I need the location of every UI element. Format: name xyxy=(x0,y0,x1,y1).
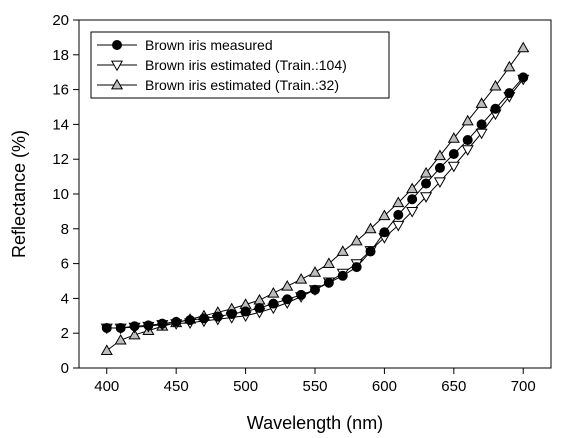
data-point xyxy=(503,60,516,72)
plot-area xyxy=(100,41,530,355)
x-tick-label: 650 xyxy=(441,378,466,395)
legend-marker xyxy=(112,40,122,50)
data-point xyxy=(100,344,113,355)
data-point xyxy=(310,284,320,295)
data-point xyxy=(253,293,266,305)
axes: 400 450 500 550 600 650 700 0 2 4 6 8 10 12 14 16 18 20 xyxy=(52,12,535,395)
data-point xyxy=(421,178,432,189)
data-point xyxy=(128,328,141,340)
data-point xyxy=(267,286,280,298)
data-point xyxy=(226,309,237,320)
data-point xyxy=(323,277,334,288)
data-point xyxy=(461,145,474,156)
data-point xyxy=(129,321,140,332)
data-point xyxy=(461,114,474,126)
y-tick-label: 4 xyxy=(61,290,69,307)
data-point xyxy=(308,266,322,277)
data-point xyxy=(392,220,405,232)
data-point xyxy=(433,149,447,161)
data-point xyxy=(517,41,530,53)
data-point xyxy=(157,318,168,329)
x-tick-label: 500 xyxy=(233,378,258,395)
data-point xyxy=(171,316,182,327)
x-tick-label: 450 xyxy=(164,378,189,395)
data-point xyxy=(295,273,308,284)
data-point xyxy=(392,196,405,208)
legend-marker xyxy=(110,78,124,90)
data-point xyxy=(433,177,447,189)
data-point xyxy=(351,262,362,273)
data-point xyxy=(419,166,433,178)
data-point xyxy=(406,182,419,194)
data-point xyxy=(254,302,265,313)
legend-label: Brown iris measured xyxy=(145,37,273,53)
x-tick-label: 550 xyxy=(302,378,327,395)
data-point xyxy=(240,306,251,317)
data-point xyxy=(419,192,433,203)
y-tick-label: 14 xyxy=(52,116,69,133)
data-point xyxy=(447,161,460,173)
data-point xyxy=(336,245,349,256)
y-tick-label: 18 xyxy=(52,47,69,64)
data-point xyxy=(434,162,445,173)
legend-label: Brown iris estimated (Train.:104) xyxy=(145,57,347,73)
data-point xyxy=(101,322,112,333)
data-point xyxy=(296,289,307,300)
data-point xyxy=(281,280,294,291)
data-point xyxy=(337,270,348,281)
data-point xyxy=(462,135,473,146)
data-point xyxy=(407,194,418,205)
y-tick-label: 10 xyxy=(52,186,69,203)
data-point xyxy=(447,132,460,143)
x-axis-title: Wavelength (nm) xyxy=(247,413,383,433)
x-tick-label: 600 xyxy=(372,378,397,395)
series-group xyxy=(101,72,529,333)
data-point xyxy=(489,79,502,91)
x-tick-label: 400 xyxy=(94,378,119,395)
y-axis-title: Reflectance (%) xyxy=(9,130,29,258)
data-point xyxy=(114,333,127,345)
x-tick-label: 700 xyxy=(511,378,536,395)
data-point xyxy=(518,72,529,83)
data-point xyxy=(212,311,223,322)
y-tick-label: 20 xyxy=(52,12,69,29)
data-point xyxy=(322,257,335,268)
legend: Brown iris measured Brown iris estimated … xyxy=(90,31,390,99)
data-point xyxy=(406,207,419,218)
data-point xyxy=(504,88,515,99)
data-point xyxy=(143,320,154,331)
data-point xyxy=(185,315,196,326)
data-point xyxy=(268,298,279,309)
legend-box xyxy=(90,31,390,99)
y-tick-label: 12 xyxy=(52,151,69,168)
data-point xyxy=(476,119,487,130)
y-tick-label: 6 xyxy=(61,256,69,273)
data-point xyxy=(379,227,390,238)
data-point xyxy=(378,209,391,221)
data-point xyxy=(448,148,459,159)
data-point xyxy=(350,234,363,246)
data-point xyxy=(475,97,488,108)
data-point xyxy=(115,322,126,333)
legend-label: Brown iris estimated (Train.:32) xyxy=(145,77,339,93)
y-tick-label: 2 xyxy=(61,325,69,342)
data-point xyxy=(198,313,209,324)
legend-marker xyxy=(110,60,124,72)
y-tick-label: 16 xyxy=(52,82,69,99)
y-tick-label: 0 xyxy=(61,360,69,377)
data-point xyxy=(393,209,404,220)
y-tick-label: 8 xyxy=(61,221,69,238)
data-point xyxy=(364,222,377,234)
data-point xyxy=(365,246,376,257)
data-point xyxy=(282,294,293,305)
data-point xyxy=(490,103,501,114)
